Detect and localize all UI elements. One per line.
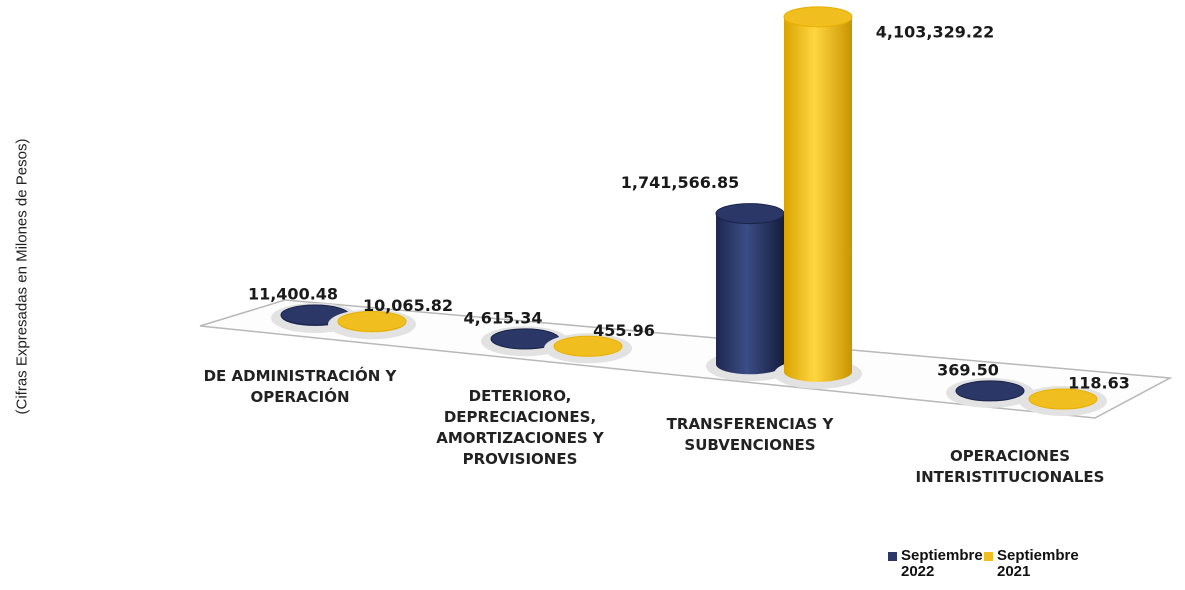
bar bbox=[783, 6, 853, 382]
data-label: 455.96 bbox=[593, 321, 655, 340]
bar-top bbox=[783, 6, 853, 28]
x-tick-label: DE ADMINISTRACIÓN Y OPERACIÓN bbox=[203, 367, 397, 406]
legend-swatch bbox=[984, 552, 993, 561]
bar bbox=[1028, 388, 1098, 410]
data-label: 118.63 bbox=[1068, 374, 1130, 393]
x-tick-label: TRANSFERENCIAS Y SUBVENCIONES bbox=[666, 415, 834, 454]
data-label: 11,400.48 bbox=[248, 285, 338, 304]
bar-top bbox=[955, 380, 1025, 402]
legend-swatch bbox=[888, 552, 897, 561]
bar-top bbox=[553, 335, 623, 357]
data-label: 369.50 bbox=[937, 360, 999, 379]
x-tick-label: DETERIORO, DEPRECIACIONES, AMORTIZACIONE… bbox=[436, 387, 604, 468]
bar-top bbox=[715, 203, 785, 225]
x-tick-label: OPERACIONES INTERISTITUCIONALES bbox=[915, 447, 1105, 486]
legend-item: Septiembre 2021 bbox=[984, 547, 1079, 580]
bar bbox=[955, 380, 1025, 402]
bar-body bbox=[716, 213, 784, 375]
legend-label: Septiembre 2022 bbox=[901, 547, 983, 580]
data-label: 4,103,329.22 bbox=[876, 22, 994, 41]
data-label: 4,615.34 bbox=[464, 308, 543, 327]
bar bbox=[337, 310, 407, 333]
data-label: 1,741,566.85 bbox=[621, 173, 739, 192]
bar-body bbox=[784, 16, 852, 382]
bar-top bbox=[1028, 388, 1098, 410]
data-label: 10,065.82 bbox=[363, 296, 453, 315]
floor bbox=[199, 299, 1173, 419]
bar-top bbox=[337, 310, 407, 332]
legend-item: Septiembre 2022 bbox=[888, 547, 983, 580]
bar bbox=[553, 335, 623, 357]
y-axis-label: (Cifras Expresadas en Milones de Pesos) bbox=[13, 138, 31, 415]
legend-label: Septiembre 2021 bbox=[997, 547, 1079, 580]
bar bbox=[715, 203, 785, 375]
